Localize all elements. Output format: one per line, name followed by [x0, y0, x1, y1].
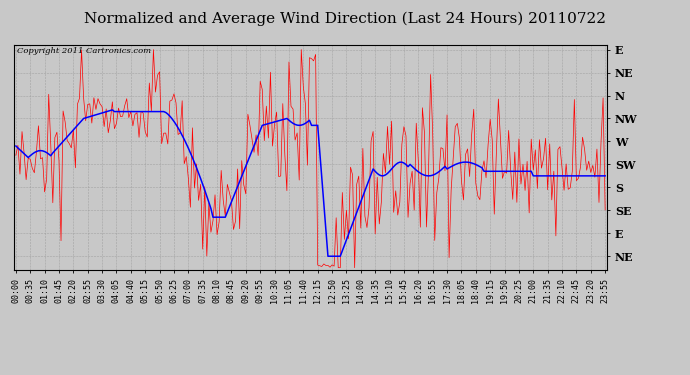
Text: Normalized and Average Wind Direction (Last 24 Hours) 20110722: Normalized and Average Wind Direction (L… — [84, 11, 606, 26]
Text: Copyright 2011 Cartronics.com: Copyright 2011 Cartronics.com — [17, 47, 151, 55]
